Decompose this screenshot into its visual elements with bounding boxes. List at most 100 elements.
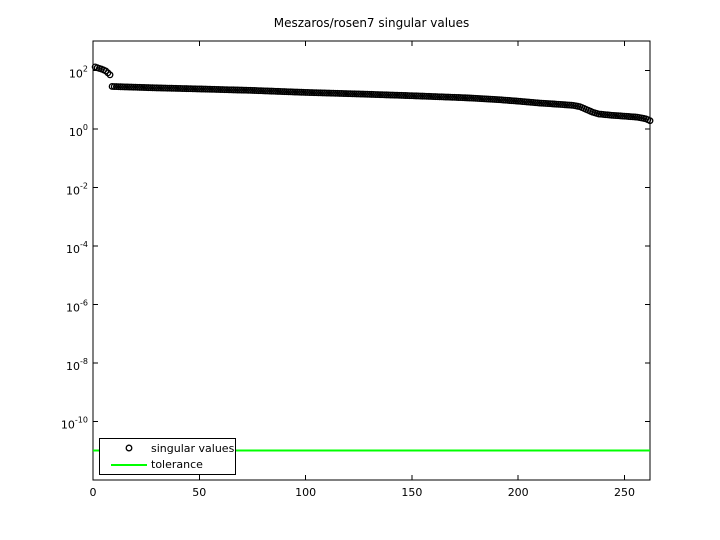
singular-value-marker <box>425 92 433 100</box>
singular-value-marker <box>240 86 248 94</box>
y-tick-label: 10-6 <box>66 298 88 314</box>
plot-box <box>92 40 651 481</box>
singular-value-marker <box>119 83 127 91</box>
singular-value-marker <box>295 88 303 96</box>
y-tick-label: 10-10 <box>61 415 88 431</box>
singular-value-marker <box>110 83 118 90</box>
singular-value-marker <box>382 91 390 99</box>
singular-value-marker <box>223 86 231 94</box>
singular-value-marker <box>136 83 144 91</box>
singular-value-marker <box>146 84 154 92</box>
singular-value-marker <box>329 89 337 97</box>
singular-value-marker <box>378 91 386 99</box>
singular-value-marker <box>189 85 197 93</box>
singular-value-marker <box>125 83 133 91</box>
singular-value-marker <box>304 89 312 96</box>
singular-value-marker <box>361 90 369 98</box>
singular-value-marker <box>331 89 339 97</box>
singular-value-marker <box>433 93 441 101</box>
singular-value-marker <box>276 88 284 95</box>
x-tick-label: 0 <box>90 486 97 499</box>
singular-value-marker <box>399 91 407 99</box>
singular-value-marker <box>323 89 331 97</box>
singular-value-marker <box>353 90 361 98</box>
singular-value-marker <box>272 87 280 95</box>
singular-value-marker <box>306 89 314 96</box>
singular-value-marker <box>206 85 214 93</box>
singular-value-marker <box>274 87 282 95</box>
singular-value-marker <box>340 90 348 97</box>
singular-value-marker <box>455 94 463 101</box>
singular-value-marker <box>149 84 156 92</box>
singular-value-marker <box>106 71 114 79</box>
singular-value-marker <box>178 85 186 92</box>
singular-value-marker <box>410 92 418 100</box>
singular-value-marker <box>208 85 216 93</box>
singular-value-marker <box>229 86 237 94</box>
singular-value-marker <box>117 83 125 91</box>
singular-value-marker <box>338 90 346 97</box>
singular-value-marker <box>293 88 301 96</box>
tolerance-line-icon <box>100 459 151 471</box>
singular-value-marker <box>355 90 363 98</box>
singular-value-marker <box>217 86 225 93</box>
singular-value-marker <box>185 85 193 93</box>
singular-value-marker <box>351 90 358 98</box>
singular-value-marker <box>317 89 324 97</box>
y-tick-label: 100 <box>69 123 88 139</box>
singular-value-marker <box>210 85 218 93</box>
singular-value-marker <box>138 83 146 91</box>
singular-value-marker <box>438 93 446 101</box>
singular-value-marker <box>214 86 222 93</box>
singular-value-marker <box>314 89 322 97</box>
singular-value-marker <box>159 84 167 92</box>
singular-value-marker <box>423 92 431 100</box>
singular-value-marker <box>391 91 399 99</box>
singular-value-marker <box>308 89 316 97</box>
singular-value-marker <box>448 93 456 101</box>
x-tick-label: 250 <box>614 486 635 499</box>
singular-value-marker <box>450 93 458 101</box>
singular-value-marker <box>336 89 344 97</box>
singular-value-marker <box>440 93 448 101</box>
singular-value-marker <box>115 83 122 91</box>
singular-value-marker <box>429 93 437 100</box>
singular-value-marker <box>397 91 405 99</box>
singular-value-marker <box>144 84 152 92</box>
singular-value-marker <box>368 90 375 98</box>
singular-value-marker <box>646 117 654 125</box>
singular-value-marker <box>348 90 356 98</box>
singular-value-marker <box>459 94 467 102</box>
y-tick-label: 10-2 <box>66 181 88 197</box>
singular-value-marker <box>200 85 207 93</box>
singular-value-marker <box>387 91 395 99</box>
singular-value-marker <box>197 85 205 93</box>
singular-value-marker <box>359 90 367 98</box>
singular-value-marker <box>193 85 201 93</box>
singular-value-marker <box>155 84 163 92</box>
singular-value-marker <box>255 87 263 95</box>
singular-value-marker <box>174 84 182 92</box>
singular-value-marker <box>319 89 327 97</box>
singular-value-marker <box>261 87 269 95</box>
singular-value-marker <box>219 86 227 94</box>
singular-value-marker <box>172 84 180 92</box>
singular-value-marker <box>442 93 450 101</box>
singular-value-marker <box>142 84 150 92</box>
singular-value-marker <box>251 87 259 94</box>
singular-value-marker <box>374 91 382 99</box>
singular-value-marker <box>202 85 210 93</box>
singular-value-marker <box>302 88 310 96</box>
singular-value-marker <box>153 84 161 92</box>
singular-value-marker <box>191 85 199 93</box>
singular-value-marker <box>221 86 229 94</box>
singular-value-marker <box>132 83 139 91</box>
singular-value-marker <box>372 91 380 98</box>
singular-value-marker <box>248 86 256 94</box>
y-tick-label: 10-8 <box>66 357 88 373</box>
chart-title: Meszaros/rosen7 singular values <box>273 16 470 30</box>
singular-value-marker <box>225 86 233 94</box>
singular-value-marker <box>236 86 244 94</box>
singular-value-marker <box>289 88 297 96</box>
